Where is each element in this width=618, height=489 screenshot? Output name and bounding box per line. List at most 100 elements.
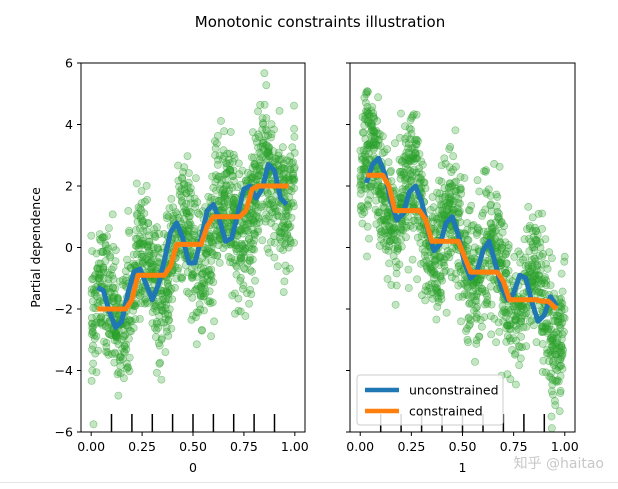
scatter-point	[151, 233, 160, 241]
scatter-point	[152, 325, 161, 334]
scatter-point	[215, 258, 224, 267]
scatter-point	[239, 229, 247, 238]
scatter-point	[142, 181, 151, 190]
scatter-point	[496, 220, 505, 229]
scatter-point	[108, 297, 117, 305]
scatter-point	[360, 208, 369, 217]
scatter-point	[191, 174, 200, 182]
scatter-point	[373, 212, 382, 220]
scatter-point	[385, 259, 394, 268]
scatter-point	[423, 265, 432, 274]
scatter-point	[269, 202, 278, 210]
scatter-point	[482, 166, 490, 175]
scatter-point	[243, 176, 252, 185]
scatter-point	[452, 162, 460, 171]
scatter-point	[556, 355, 565, 364]
scatter-point	[503, 370, 512, 379]
scatter-point	[164, 212, 173, 221]
scatter-point	[143, 299, 152, 308]
scatter-point	[206, 247, 215, 256]
scatter-point	[542, 368, 550, 377]
scatter-point	[483, 299, 492, 308]
scatter-point	[280, 216, 289, 225]
legend-label-constrained: constrained	[409, 404, 483, 419]
scatter-point	[87, 376, 96, 385]
scatter-point	[183, 268, 192, 277]
scatter-point	[389, 252, 398, 261]
scatter-point	[435, 176, 443, 185]
scatter-point	[274, 161, 283, 170]
scatter-point	[94, 346, 103, 355]
scatter-point	[89, 359, 97, 368]
scatter-point	[457, 279, 466, 288]
scatter-point	[182, 207, 191, 215]
scatter-point	[132, 179, 141, 188]
scatter-point	[169, 203, 177, 212]
x-tick-label: 1.00	[551, 439, 579, 454]
scatter-point	[373, 117, 381, 125]
scatter-point	[449, 152, 458, 161]
scatter-point	[535, 287, 544, 296]
scatter-point	[206, 270, 215, 279]
scatter-point	[402, 233, 410, 242]
scatter-point	[378, 132, 387, 141]
scatter-point	[414, 168, 423, 176]
scatter-point	[190, 227, 198, 236]
scatter-point	[230, 154, 239, 163]
scatter-point	[241, 312, 250, 320]
scatter-point	[432, 270, 441, 279]
scatter-point	[495, 327, 504, 336]
scatter-point	[198, 326, 206, 334]
x-tick-label: 0.00	[77, 439, 105, 454]
scatter-point	[89, 297, 97, 306]
scatter-point	[497, 217, 506, 226]
scatter-point	[133, 211, 141, 220]
scatter-point	[403, 132, 412, 141]
scatter-point	[519, 255, 527, 264]
scatter-point	[406, 116, 415, 125]
scatter-point	[545, 322, 554, 331]
scatter-point	[551, 396, 559, 405]
scatter-point	[391, 300, 400, 309]
scatter-point	[186, 194, 194, 203]
scatter-point	[89, 303, 98, 312]
scatter-point	[109, 242, 118, 251]
scatter-point	[538, 340, 547, 348]
scatter-point	[131, 315, 140, 324]
scatter-point	[377, 235, 386, 244]
x-tick-label: 0.00	[346, 439, 374, 454]
scatter-point	[465, 206, 474, 215]
scatter-point	[501, 238, 510, 247]
scatter-point	[358, 113, 367, 121]
scatter-point	[356, 189, 365, 198]
scatter-point	[402, 148, 411, 157]
scatter-point	[245, 242, 254, 251]
scatter-point	[528, 256, 536, 264]
scatter-point	[229, 176, 238, 185]
scatter-point	[263, 197, 272, 206]
scatter-point	[94, 259, 103, 268]
scatter-point	[87, 319, 96, 328]
scatter-point	[87, 289, 96, 298]
scatter-point	[449, 165, 457, 174]
scatter-point	[379, 215, 388, 224]
scatter-point	[439, 258, 448, 267]
scatter-point	[178, 273, 187, 282]
scatter-point	[549, 344, 558, 353]
scatter-point	[271, 222, 280, 231]
scatter-point	[120, 348, 129, 357]
scatter-point	[556, 386, 565, 395]
scatter-point	[464, 338, 472, 347]
scatter-point	[278, 143, 287, 152]
scatter-point	[269, 214, 278, 223]
scatter-point	[157, 289, 166, 298]
scatter-point	[186, 184, 195, 192]
x-tick-label: 0.25	[397, 439, 425, 454]
scatter-point	[477, 322, 486, 331]
scatter-point	[470, 306, 478, 315]
scatter-point	[214, 172, 223, 181]
scatter-point	[137, 187, 146, 195]
scatter-point	[238, 241, 247, 250]
scatter-point	[148, 308, 157, 316]
scatter-point	[250, 153, 258, 162]
